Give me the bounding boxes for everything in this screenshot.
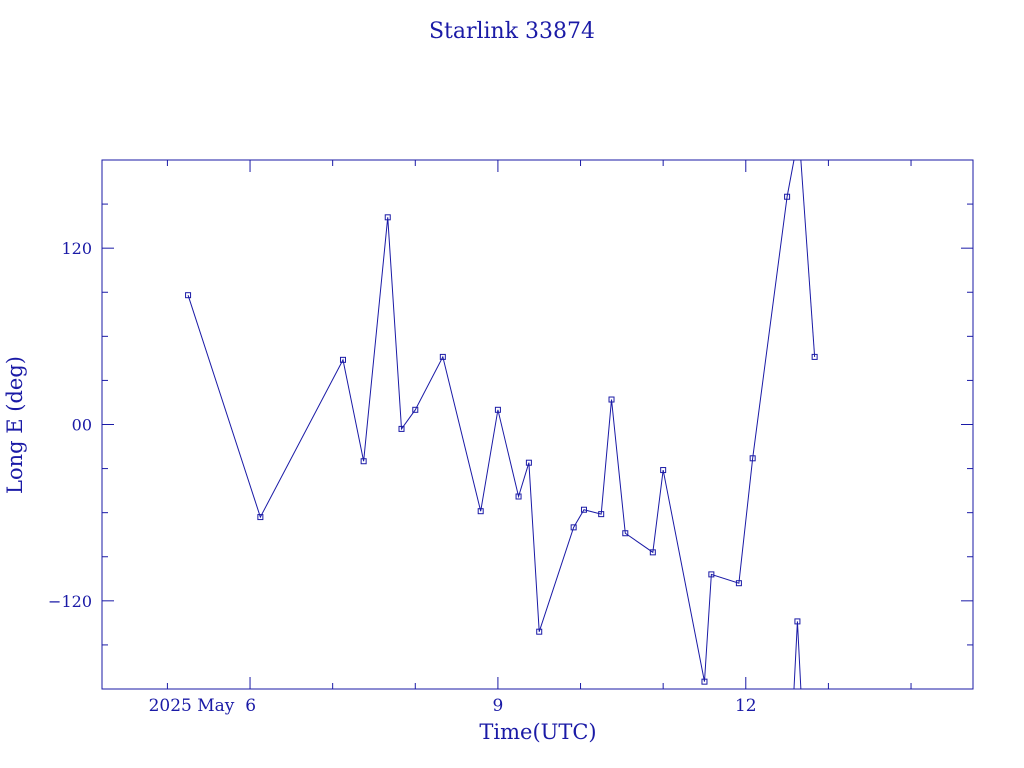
data-point bbox=[784, 193, 791, 200]
data-point bbox=[622, 530, 629, 537]
data-point bbox=[360, 458, 367, 465]
series-line-segment bbox=[187, 159, 795, 682]
data-point bbox=[398, 425, 405, 432]
y-axis-label: Long E (deg) bbox=[3, 356, 27, 494]
data-point bbox=[494, 406, 501, 413]
data-point bbox=[598, 511, 605, 518]
data-point bbox=[412, 406, 419, 413]
x-axis-label: Time(UTC) bbox=[479, 720, 596, 744]
axis-ticks bbox=[102, 159, 973, 690]
data-point bbox=[515, 493, 522, 500]
series-line-segment bbox=[793, 621, 802, 690]
chart-title: Starlink 33874 bbox=[429, 19, 595, 44]
data-point bbox=[735, 580, 742, 587]
data-point bbox=[580, 506, 587, 513]
y-tick-label: 120 bbox=[61, 239, 92, 258]
data-markers bbox=[185, 193, 818, 685]
data-point bbox=[701, 678, 708, 685]
series-lines bbox=[187, 159, 816, 690]
x-tick-label: 12 bbox=[735, 696, 757, 716]
series-line-segment bbox=[800, 159, 816, 357]
data-point bbox=[185, 292, 192, 299]
data-point bbox=[660, 467, 667, 474]
x-tick-label: 9 bbox=[492, 696, 503, 716]
x-tick-label: 2025 May 6 bbox=[149, 696, 256, 716]
data-point bbox=[477, 508, 484, 515]
data-point bbox=[811, 353, 818, 360]
data-point bbox=[749, 455, 756, 462]
data-point bbox=[339, 356, 346, 363]
data-point bbox=[384, 214, 391, 221]
y-tick-label: 00 bbox=[72, 416, 92, 435]
axis-tick-labels: 120 00 −120 2025 May 6 9 12 bbox=[48, 239, 757, 716]
data-point bbox=[439, 353, 446, 360]
data-point bbox=[649, 549, 656, 556]
data-point bbox=[608, 396, 615, 403]
y-tick-label: −120 bbox=[48, 592, 92, 611]
data-point bbox=[525, 459, 532, 466]
data-point bbox=[257, 514, 264, 521]
data-point bbox=[794, 618, 801, 625]
data-point bbox=[570, 524, 577, 531]
data-point bbox=[536, 628, 543, 635]
data-point bbox=[708, 571, 715, 578]
